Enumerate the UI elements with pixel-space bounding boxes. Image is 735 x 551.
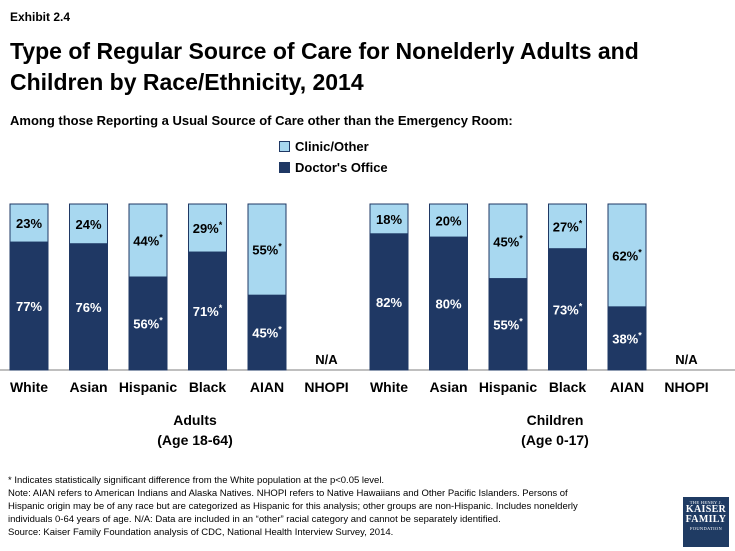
bar-segment-doctor-adults-black xyxy=(188,251,227,371)
group-label-adults: Adults (Age 18-64) xyxy=(110,410,280,450)
value-label-clinic-children-hispanic: 45%* xyxy=(493,233,523,249)
bar-segment-clinic-adults-aian xyxy=(247,203,287,296)
legend: Clinic/Other Doctor's Office xyxy=(279,136,388,178)
bar-segment-clinic-children-aian xyxy=(607,203,647,308)
footnote-significance: * Indicates statistically significant di… xyxy=(8,475,385,486)
category-label-children-hispanic: Hispanic xyxy=(479,379,538,395)
legend-label-doctor: Doctor's Office xyxy=(295,160,388,175)
category-label-children-white: White xyxy=(370,379,408,395)
bar-segment-clinic-adults-asian xyxy=(69,203,108,245)
na-label-adults-nhopi: N/A xyxy=(315,352,338,367)
category-label-children-aian: AIAN xyxy=(610,379,644,395)
bar-segment-clinic-children-black xyxy=(548,203,587,250)
value-label-clinic-adults-white: 23% xyxy=(16,216,42,231)
value-label-doctor-children-black: 73%* xyxy=(553,301,583,317)
bar-segment-clinic-children-white xyxy=(369,203,409,235)
value-label-clinic-children-asian: 20% xyxy=(435,214,461,229)
value-label-doctor-children-asian: 80% xyxy=(435,297,461,312)
legend-swatch-doctor xyxy=(279,162,290,173)
value-label-clinic-children-aian: 62%* xyxy=(612,247,642,263)
value-label-doctor-adults-aian: 45%* xyxy=(252,325,282,341)
legend-item-doctor: Doctor's Office xyxy=(279,157,388,178)
bar-segment-doctor-children-asian xyxy=(429,236,468,371)
category-label-adults-white: White xyxy=(10,379,48,395)
category-label-children-nhopi: NHOPI xyxy=(664,379,708,395)
value-label-doctor-children-white: 82% xyxy=(376,295,402,310)
group-label-adults-line-1: Adults xyxy=(173,412,217,428)
category-label-adults-aian: AIAN xyxy=(250,379,284,395)
exhibit-label: Exhibit 2.4 xyxy=(10,10,71,24)
category-label-adults-asian: Asian xyxy=(69,379,107,395)
bar-segment-clinic-adults-white xyxy=(9,203,49,243)
logo-line-2: KAISER xyxy=(685,504,727,515)
footnote-note-1: Note: AIAN refers to American Indians an… xyxy=(8,488,568,499)
group-label-children-line-1: Children xyxy=(526,412,584,428)
legend-item-clinic: Clinic/Other xyxy=(279,136,388,157)
chart-title-line-1: Type of Regular Source of Care for Nonel… xyxy=(10,38,639,64)
bar-segment-clinic-adults-hispanic xyxy=(128,203,168,278)
value-label-doctor-children-aian: 38%* xyxy=(612,330,642,346)
category-label-children-asian: Asian xyxy=(429,379,467,395)
bar-segment-doctor-adults-asian xyxy=(69,243,108,371)
footnote-source: Source: Kaiser Family Foundation analysi… xyxy=(8,527,394,538)
footnote-note-3: individuals 0-64 years of age. N/A: Data… xyxy=(8,514,501,525)
footnotes: * Indicates statistically significant di… xyxy=(8,474,683,539)
value-label-clinic-adults-aian: 55%* xyxy=(252,242,282,258)
value-label-doctor-adults-white: 77% xyxy=(16,299,42,314)
logo-line-1: THE HENRY J. xyxy=(689,500,723,505)
value-label-doctor-adults-asian: 76% xyxy=(75,300,101,315)
bar-segment-doctor-children-black xyxy=(548,248,587,371)
logo-line-3: FAMILY xyxy=(685,514,727,525)
category-label-children-black: Black xyxy=(549,379,587,395)
group-label-adults-line-2: (Age 18-64) xyxy=(157,432,233,448)
bar-segment-doctor-adults-white xyxy=(9,241,49,371)
category-label-adults-black: Black xyxy=(189,379,227,395)
bar-segment-doctor-children-aian xyxy=(607,306,647,371)
bar-segment-clinic-children-hispanic xyxy=(488,203,528,280)
value-label-clinic-adults-asian: 24% xyxy=(75,217,101,232)
category-label-adults-hispanic: Hispanic xyxy=(119,379,178,395)
group-label-children-line-2: (Age 0-17) xyxy=(521,432,589,448)
bar-segment-doctor-adults-hispanic xyxy=(128,276,168,371)
chart-title-line-2: Children by Race/Ethnicity, 2014 xyxy=(10,69,364,95)
bar-segment-clinic-children-asian xyxy=(429,203,468,238)
chart-title: Type of Regular Source of Care for Nonel… xyxy=(10,36,720,98)
value-label-doctor-adults-black: 71%* xyxy=(193,303,223,319)
bar-segment-doctor-adults-aian xyxy=(247,294,287,371)
bar-segment-doctor-children-white xyxy=(369,233,409,371)
value-label-clinic-children-black: 27%* xyxy=(553,218,583,234)
value-label-clinic-adults-hispanic: 44%* xyxy=(133,233,163,249)
value-label-doctor-adults-hispanic: 56%* xyxy=(133,316,163,332)
bar-segment-clinic-adults-black xyxy=(188,203,227,253)
logo-line-4: FOUNDATION xyxy=(690,526,722,531)
legend-swatch-clinic xyxy=(279,141,290,152)
kff-logo: THE HENRY J. KAISER FAMILY FOUNDATION xyxy=(683,497,729,547)
footnote-note-2: Hispanic origin may be of any race but a… xyxy=(8,501,578,512)
na-label-children-nhopi: N/A xyxy=(675,352,698,367)
value-label-clinic-adults-black: 29%* xyxy=(193,220,223,236)
bar-segment-doctor-children-hispanic xyxy=(488,278,528,371)
value-label-clinic-children-white: 18% xyxy=(376,212,402,227)
legend-label-clinic: Clinic/Other xyxy=(295,139,369,154)
category-label-adults-nhopi: NHOPI xyxy=(304,379,348,395)
chart-subtitle: Among those Reporting a Usual Source of … xyxy=(10,113,513,128)
value-label-doctor-children-hispanic: 55%* xyxy=(493,316,523,332)
group-label-children: Children (Age 0-17) xyxy=(470,410,640,450)
